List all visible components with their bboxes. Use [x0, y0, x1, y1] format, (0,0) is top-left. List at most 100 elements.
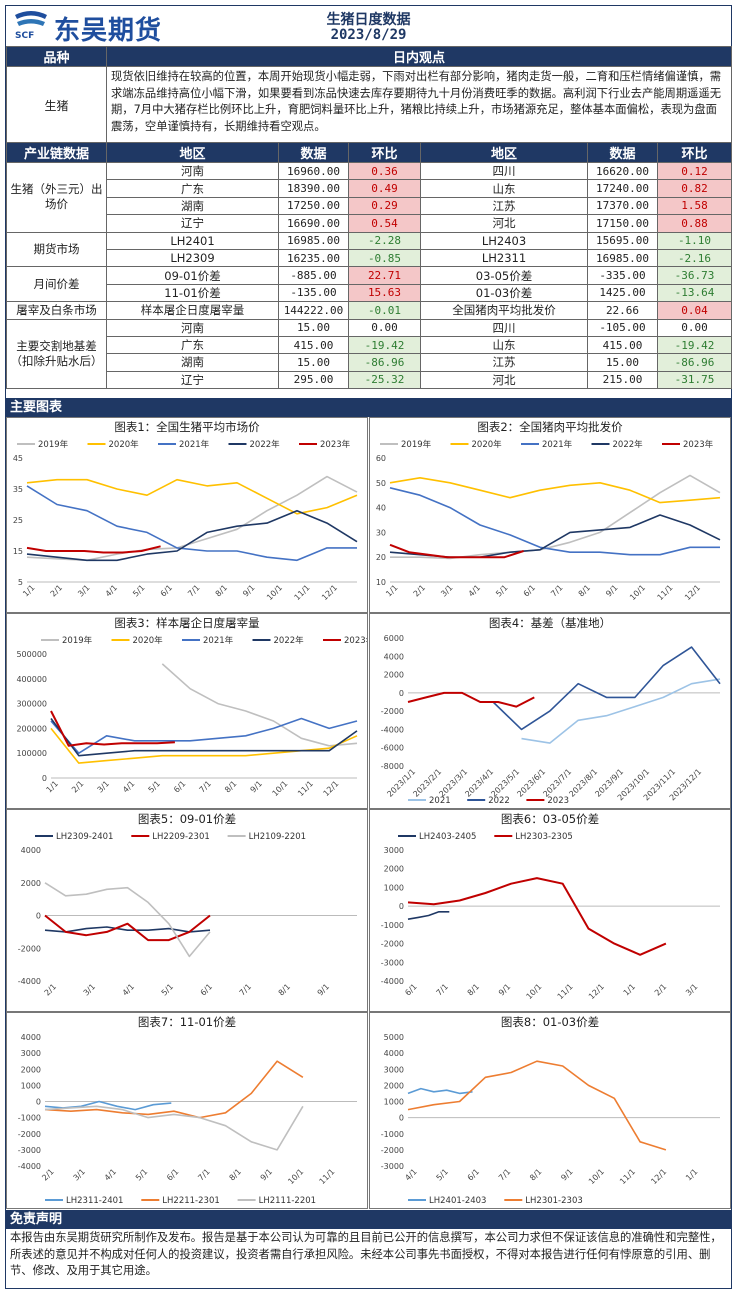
region-cell: 样本屠企日度屠宰量 — [106, 301, 279, 320]
value-cell: 17250.00 — [278, 196, 349, 216]
x-tick-label: 7/1 — [196, 1167, 211, 1182]
series-line — [407, 691, 535, 708]
y-tick-label: 0 — [36, 1098, 41, 1107]
chart-title: 图表6：03-05价差 — [500, 812, 600, 826]
y-tick-label: 100000 — [16, 749, 47, 758]
region-cell: 全国猪肉平均批发价 — [420, 301, 588, 320]
region-cell: 河北 — [420, 214, 588, 233]
y-tick-label: 2000 — [21, 1065, 41, 1074]
region-cell: 09-01价差 — [106, 266, 279, 285]
legend-label: 2020年 — [109, 439, 140, 450]
table-row: 湖南 17250.00 0.29 江苏 17370.00 1.58 — [7, 196, 732, 216]
x-tick-label: 5/1 — [494, 583, 509, 598]
series-line — [26, 485, 357, 562]
chart-title: 图表3：样本屠企日度屠宰量 — [114, 616, 260, 630]
change-cell: -25.32 — [348, 370, 421, 390]
change-cell: -86.96 — [348, 353, 421, 372]
series-line — [407, 1060, 667, 1151]
x-tick-label: 7/1 — [238, 982, 253, 997]
legend-label: 2019年 — [62, 635, 93, 646]
value-cell: 17240.00 — [587, 179, 658, 198]
y-tick-label: -2000 — [18, 944, 41, 953]
x-tick-label: 11/1 — [618, 1167, 637, 1186]
change-cell: 1.58 — [657, 196, 732, 216]
intraday-view-text: 现货依旧维持在较高的位置，本周开始现货小幅走弱，下雨对出栏有部分影响，猪肉走货一… — [106, 66, 732, 145]
x-tick-label: 12/1 — [683, 583, 702, 602]
y-tick-label: 0 — [42, 774, 47, 783]
region-cell: LH2401 — [106, 231, 279, 250]
x-tick-label: 10/1 — [525, 982, 544, 1001]
chart-title: 图表8：01-03价差 — [500, 1015, 600, 1029]
chart-canvas: -4000 -3000 -2000 -1000 0 1000 2000 3000 4000 2/1… — [18, 1033, 357, 1206]
x-tick-label: 11/1 — [656, 583, 675, 602]
x-tick-label: 7/1 — [186, 583, 201, 598]
x-tick-label: 8/1 — [528, 1167, 543, 1182]
x-tick-label: 9/1 — [559, 1167, 574, 1182]
change-cell: 0.12 — [657, 161, 732, 181]
y-tick-label: 2000 — [21, 879, 41, 888]
legend-label: LH2211-2301 — [162, 1196, 219, 1206]
y-tick-label: 50 — [376, 479, 386, 488]
value-cell: 16235.00 — [278, 248, 349, 268]
y-tick-label: 4000 — [384, 652, 404, 661]
region-cell: 山东 — [420, 335, 588, 355]
chart-panel: 图表4：基差（基准地） -8000 -6000 -4000 -2000 0 2000 4000… — [369, 613, 731, 809]
value-cell: 16985.00 — [278, 231, 349, 250]
table-header-cell: 数据 — [587, 142, 658, 163]
region-cell: 山东 — [420, 179, 588, 198]
x-tick-label: 4/1 — [103, 1167, 118, 1182]
x-tick-label: 5/1 — [160, 982, 175, 997]
chart-panel: 图表6：03-05价差 -4000 -3000 -2000 -1000 0 1000 2000… — [369, 809, 731, 1012]
region-cell: 01-03价差 — [420, 283, 588, 303]
change-cell: -31.75 — [657, 370, 732, 390]
y-tick-label: -2000 — [381, 1146, 404, 1155]
x-tick-label: 3/1 — [684, 982, 699, 997]
y-tick-label: -3000 — [381, 958, 404, 967]
value-cell: 15.00 — [278, 353, 349, 372]
change-cell: -0.85 — [348, 248, 421, 268]
series-line — [50, 727, 358, 764]
x-tick-label: 12/1 — [649, 1167, 668, 1186]
chart-canvas: -3000 -2000 -1000 0 1000 2000 3000 4000 5000 4/1 5… — [381, 1033, 720, 1206]
legend-label: LH2311-2401 — [66, 1196, 123, 1206]
region-cell: 河南 — [106, 161, 279, 181]
series-line — [50, 710, 175, 747]
table-header-cell: 环比 — [657, 142, 732, 163]
x-tick-label: 4/1 — [104, 583, 119, 598]
series-line — [389, 477, 721, 504]
x-tick-label: 6/1 — [172, 779, 187, 794]
x-tick-label: 10/1 — [270, 779, 289, 798]
x-tick-label: 8/1 — [214, 583, 229, 598]
series-line — [407, 1087, 473, 1095]
y-tick-label: 45 — [13, 454, 23, 463]
chart-canvas: -4000 -3000 -2000 -1000 0 1000 2000 3000 6/1 7/1 8… — [381, 832, 720, 1001]
company-logo: SCF — [15, 11, 47, 41]
legend-label: LH2401-2403 — [429, 1196, 486, 1206]
y-tick-label: 2000 — [384, 865, 404, 874]
y-tick-label: 200000 — [16, 724, 47, 733]
y-tick-label: 4000 — [384, 1049, 404, 1058]
group-label: 期货市场 — [6, 231, 107, 268]
change-cell: 0.54 — [348, 214, 421, 233]
x-tick-label: 12/1 — [321, 779, 340, 798]
legend-label: LH2301-2303 — [525, 1196, 582, 1206]
region-cell: 辽宁 — [106, 214, 279, 233]
x-tick-label: 6/1 — [199, 982, 214, 997]
y-tick-label: -3000 — [381, 1162, 404, 1171]
series-line — [50, 717, 358, 754]
charts-section-bar: 主要图表 — [6, 398, 731, 417]
x-tick-label: 10/1 — [286, 1167, 305, 1186]
series-line — [44, 1060, 304, 1119]
legend-label: 2023年 — [683, 439, 714, 450]
x-tick-label: 1/1 — [684, 1167, 699, 1182]
change-cell: -1.10 — [657, 231, 732, 250]
value-cell: 144222.00 — [278, 301, 349, 320]
x-tick-label: 7/1 — [198, 779, 213, 794]
y-tick-label: 25 — [13, 516, 23, 525]
legend-label: LH2111-2201 — [259, 1196, 316, 1206]
y-tick-label: 35 — [13, 485, 23, 494]
x-tick-label: 9/1 — [316, 982, 331, 997]
series-line — [44, 1105, 304, 1151]
y-tick-label: 6000 — [384, 634, 404, 643]
